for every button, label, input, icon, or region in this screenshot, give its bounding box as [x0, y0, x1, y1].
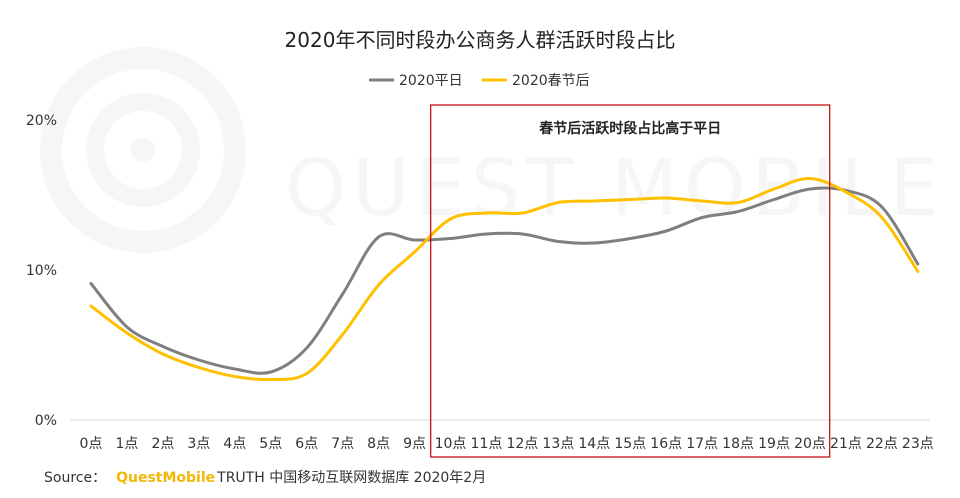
legend: 2020平日 2020春节后 — [369, 73, 590, 89]
x-tick-label: 6点 — [295, 436, 318, 452]
x-tick-label: 9点 — [403, 436, 426, 452]
y-tick-label-0: 0% — [35, 413, 57, 429]
x-tick-label: 14点 — [578, 436, 610, 452]
x-tick-label: 16点 — [650, 436, 682, 452]
source-brand: QuestMobile — [116, 470, 216, 486]
x-tick-label: 11点 — [471, 436, 503, 452]
source-label: Source： — [44, 470, 107, 486]
x-tick-label: 19点 — [758, 436, 790, 452]
x-tick-label: 17点 — [686, 436, 718, 452]
x-tick-label: 4点 — [223, 436, 246, 452]
x-tick-label: 21点 — [830, 436, 862, 452]
x-tick-label: 8点 — [367, 436, 390, 452]
legend-label-after-spring-festival: 2020春节后 — [512, 73, 590, 89]
x-tick-label: 7点 — [331, 436, 354, 452]
x-tick-label: 12点 — [506, 436, 538, 452]
chart-title: 2020年不同时段办公商务人群活跃时段占比 — [285, 28, 676, 52]
y-tick-label-10: 10% — [26, 263, 57, 279]
y-tick-label-20: 20% — [26, 113, 57, 129]
x-tick-label: 18点 — [722, 436, 754, 452]
x-tick-label: 23点 — [902, 436, 934, 452]
x-tick-label: 0点 — [80, 436, 103, 452]
annotation-box — [430, 104, 831, 458]
watermark-logo-ring — [40, 47, 246, 253]
x-tick-label: 2点 — [151, 436, 174, 452]
annotation-text: 春节后活跃时段占比高于平日 — [538, 120, 721, 137]
x-tick-label: 3点 — [187, 436, 210, 452]
x-tick-label: 22点 — [866, 436, 898, 452]
x-tick-label: 15点 — [614, 436, 646, 452]
x-tick-label: 20点 — [794, 436, 826, 452]
x-tick-label: 5点 — [259, 436, 282, 452]
series-line-weekday — [89, 186, 920, 375]
series-line-after-spring-festival — [89, 176, 920, 382]
source-description: TRUTH 中国移动互联网数据库 2020年2月 — [217, 470, 487, 486]
x-axis-tick-labels: 0点 1点 2点 3点 4点 5点 6点 7点 8点 9点 10点 11点 12点 13点 14点 15点 16… — [80, 436, 934, 452]
legend-label-weekday: 2020平日 — [399, 73, 463, 89]
watermark-logo-dot — [131, 138, 155, 162]
x-tick-label: 10点 — [435, 436, 467, 452]
series-lines — [89, 176, 920, 382]
source-line: Source： QuestMobile TRUTH 中国移动互联网数据库 2020年… — [44, 466, 486, 490]
watermark-logo-inner — [86, 93, 200, 207]
x-tick-label: 13点 — [542, 436, 574, 452]
x-tick-label: 1点 — [115, 436, 138, 452]
